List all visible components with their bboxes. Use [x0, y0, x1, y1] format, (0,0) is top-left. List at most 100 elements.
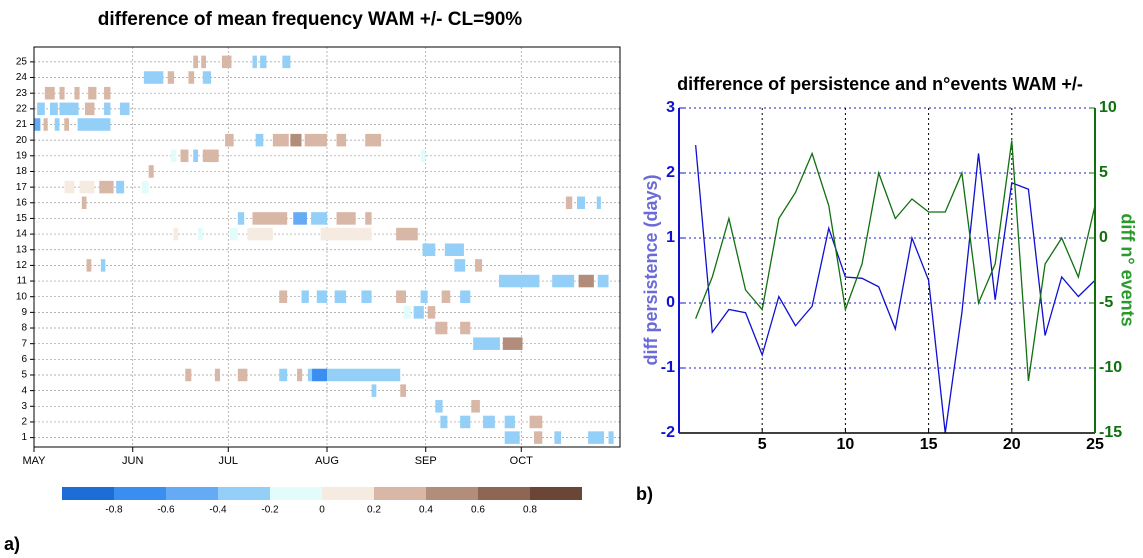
- heat-cell: [260, 55, 267, 69]
- heat-cell: [79, 180, 95, 194]
- heat-cell: [88, 86, 97, 100]
- y-tick-label: 13: [16, 244, 28, 255]
- heat-cell: [237, 368, 248, 382]
- heat-cell: [202, 71, 212, 84]
- panel-label: a): [4, 534, 20, 554]
- colorbar-label: -0.2: [261, 505, 279, 516]
- y-tick-label: -2: [661, 424, 675, 441]
- heat-cell: [252, 212, 288, 225]
- heat-cell: [141, 180, 149, 194]
- heat-cell: [282, 55, 291, 69]
- y-tick-label: 25: [16, 57, 28, 68]
- heat-cell: [301, 290, 309, 303]
- heat-cell: [552, 274, 575, 288]
- y-tick-label: 9: [21, 307, 27, 318]
- heat-cell: [327, 368, 401, 382]
- heat-cell: [596, 196, 601, 210]
- y-tick-label: 23: [16, 88, 28, 99]
- colorbar-label: 0.2: [367, 505, 381, 516]
- x-tick-label: JUN: [122, 455, 143, 467]
- heat-cell: [396, 227, 418, 241]
- heat-cell: [565, 196, 573, 210]
- colorbar-swatch: [166, 487, 218, 500]
- heat-cell: [403, 306, 411, 319]
- y-tick-label: 6: [21, 354, 27, 365]
- panel-label: b): [636, 484, 653, 504]
- heat-cell: [473, 337, 500, 350]
- x-tick-label: 15: [920, 436, 938, 453]
- colorbar-swatch: [62, 487, 114, 500]
- heat-cell: [252, 55, 257, 69]
- y-tick-label: 24: [16, 72, 28, 83]
- y-tick-label: 20: [16, 135, 28, 146]
- heat-cell: [304, 133, 327, 147]
- heat-cell: [365, 133, 382, 147]
- heat-cell: [225, 133, 234, 147]
- colorbar-label: 0.8: [523, 505, 537, 516]
- y-tick-label: 11: [17, 276, 28, 287]
- y2-tick-label: -5: [1099, 294, 1113, 311]
- heat-cell: [255, 133, 264, 147]
- heat-cell: [74, 86, 80, 100]
- heat-cell: [44, 86, 55, 100]
- colorbar-label: 0: [319, 505, 325, 516]
- colorbar-label: -0.4: [209, 505, 227, 516]
- x-tick-label: JUL: [218, 455, 238, 467]
- y2-axis-label: diff n° events: [1117, 213, 1137, 326]
- heat-cell: [365, 212, 372, 225]
- chart-title: difference of persistence and n°events W…: [677, 74, 1083, 94]
- heat-cell: [116, 180, 125, 194]
- heat-cell: [311, 212, 327, 225]
- heat-cell: [483, 415, 495, 429]
- heat-cell: [578, 274, 594, 288]
- y-tick-label: 22: [16, 103, 28, 114]
- heat-cell: [214, 368, 220, 382]
- heat-cell: [435, 400, 443, 413]
- y-tick-label: 5: [21, 370, 27, 381]
- x-tick-label: 5: [758, 436, 767, 453]
- heat-cell: [201, 55, 206, 69]
- x-tick-label: SEP: [415, 455, 437, 467]
- y2-tick-label: 5: [1099, 164, 1108, 181]
- heat-cell: [185, 368, 192, 382]
- colorbar-label: -0.8: [105, 505, 123, 516]
- heat-cell: [441, 290, 451, 303]
- heat-cell: [290, 133, 302, 147]
- y-tick-label: 18: [16, 166, 28, 177]
- y2-tick-label: -15: [1099, 424, 1122, 441]
- heat-cell: [498, 274, 540, 288]
- y-tick-label: 15: [16, 213, 28, 224]
- heat-cell: [37, 102, 45, 116]
- heat-cell: [198, 227, 203, 241]
- y-tick-label: 1: [21, 432, 27, 443]
- heat-cell: [440, 415, 448, 429]
- heat-cell: [279, 290, 288, 303]
- y-tick-label: 2: [21, 417, 27, 428]
- heat-cell: [143, 71, 164, 84]
- colorbar-swatch: [270, 487, 322, 500]
- y-tick-label: 3: [21, 401, 27, 412]
- heat-cell: [396, 290, 406, 303]
- heat-cell: [400, 384, 406, 397]
- colorbar-swatch: [478, 487, 530, 500]
- heat-cell: [577, 196, 585, 210]
- heat-cell: [84, 102, 95, 116]
- heat-cell: [34, 118, 41, 131]
- x-tick-label: OCT: [510, 455, 534, 467]
- heat-cell: [272, 133, 289, 147]
- heat-cell: [334, 290, 347, 303]
- chart-title: difference of mean frequency WAM +/- CL=…: [98, 9, 523, 30]
- plot-frame: [33, 46, 621, 448]
- heat-cell: [371, 384, 377, 397]
- heat-cell: [420, 290, 428, 303]
- heat-cell: [100, 259, 106, 272]
- heat-cell: [608, 431, 614, 444]
- heat-cell: [307, 368, 313, 382]
- heat-cell: [64, 180, 75, 194]
- heat-cell: [361, 290, 372, 303]
- heat-cell: [454, 259, 466, 272]
- colorbar-swatch: [530, 487, 582, 500]
- heat-cell: [312, 368, 327, 382]
- heat-cell: [471, 400, 480, 413]
